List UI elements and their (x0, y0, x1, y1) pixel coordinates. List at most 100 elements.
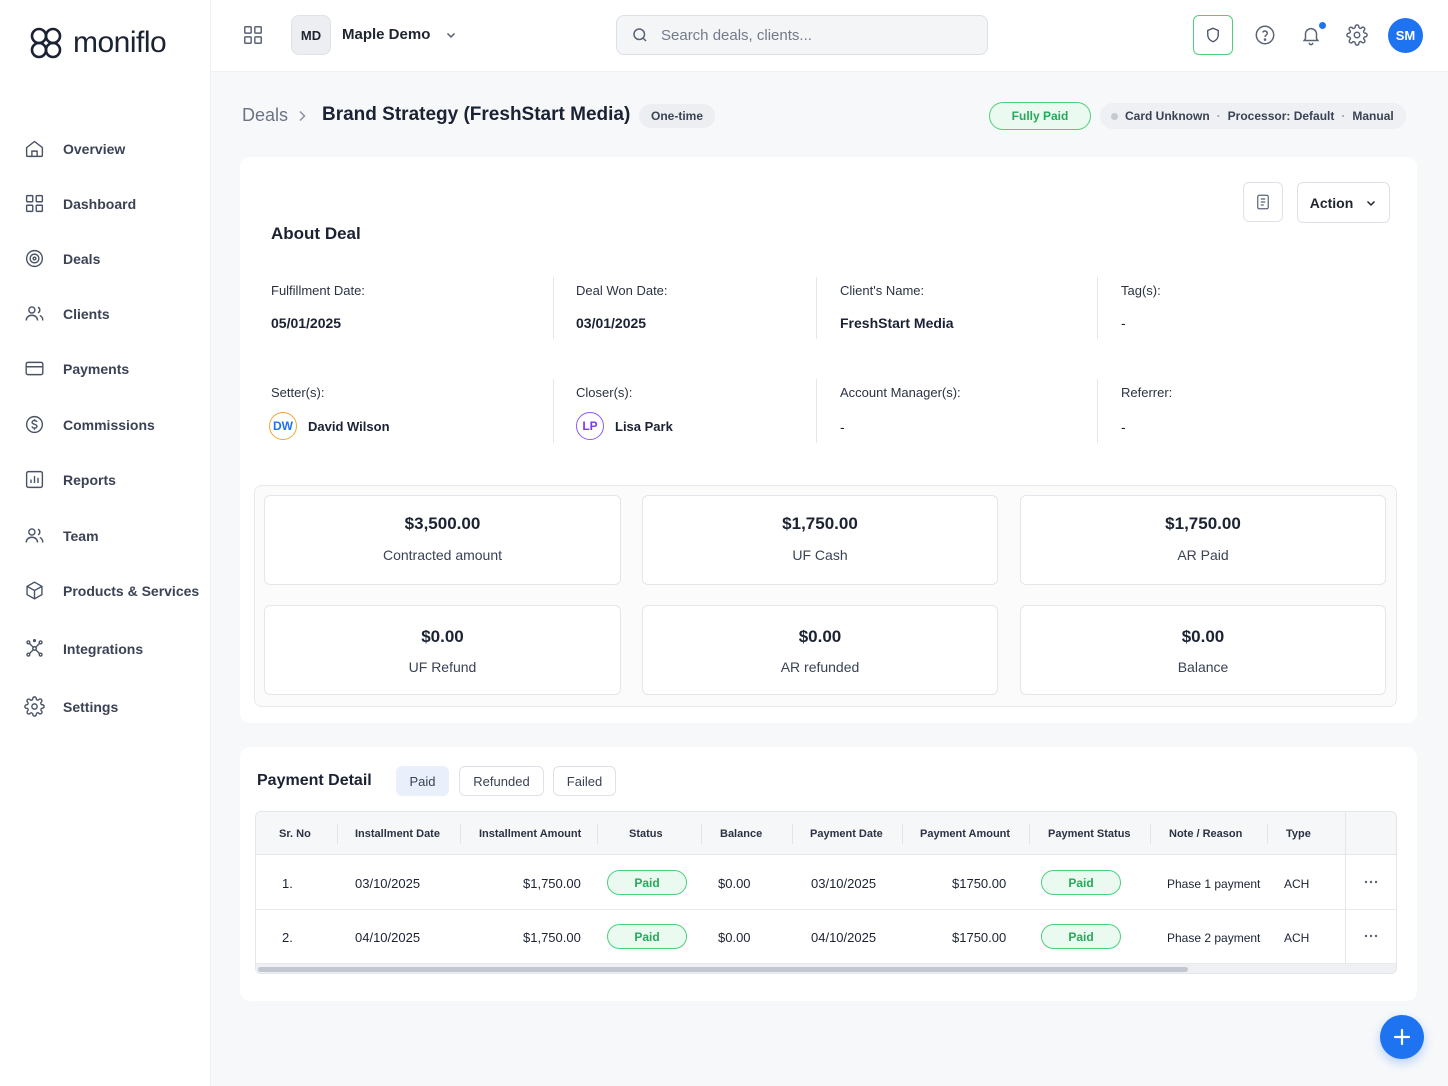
cell-payment-amount: $1750.00 (952, 876, 1007, 891)
cell-balance: $0.00 (718, 930, 751, 945)
more-horizontal-icon[interactable] (1363, 928, 1379, 944)
column-header: Installment Date (355, 828, 440, 840)
setter-person[interactable]: DW David Wilson (269, 412, 390, 440)
stat-label: AR refunded (780, 659, 860, 675)
column-separator (902, 824, 903, 844)
about-deal-card: Action About Deal Fulfillment Date: 05/0… (240, 157, 1417, 723)
processor-meta: Processor: Default (1227, 109, 1335, 123)
column-separator (460, 824, 461, 844)
cell-installment-amount: $1,750.00 (523, 930, 581, 945)
stat-value: $0.00 (798, 627, 842, 646)
cell-note: Phase 2 payment (1167, 931, 1261, 945)
dollar-icon (25, 415, 44, 434)
apps-grid-icon[interactable] (242, 24, 264, 46)
chevron-right-icon (299, 110, 306, 122)
gear-icon (24, 696, 45, 717)
bell-icon[interactable] (1300, 24, 1322, 46)
divider (553, 277, 554, 339)
grid-icon (25, 194, 44, 213)
cell-balance: $0.00 (718, 876, 751, 891)
box-icon (26, 581, 43, 600)
tab-refunded[interactable]: Refunded (459, 766, 544, 796)
cell-sr-no: 1. (282, 876, 293, 891)
cell-payment-date: 04/10/2025 (811, 930, 877, 945)
card-icon (25, 361, 44, 376)
notes-button[interactable] (1243, 182, 1283, 222)
logo-text: moniflo (73, 26, 167, 59)
sidebar-item-reports[interactable]: Reports (24, 469, 116, 490)
tags-label: Tag(s): (1121, 283, 1161, 298)
client-name-value: FreshStart Media (840, 315, 954, 331)
cell-type: ACH (1284, 877, 1310, 891)
scrollbar-thumb[interactable] (258, 967, 1188, 972)
sidebar-item-label: Clients (63, 305, 110, 322)
sidebar-item-overview[interactable]: Overview (24, 138, 125, 159)
account-managers-label: Account Manager(s): (840, 385, 961, 400)
status-badge: Paid (607, 870, 687, 895)
column-header: Sr. No (279, 828, 311, 840)
stat-contracted-amount: $3,500.00 Contracted amount (264, 495, 621, 585)
workspace-avatar[interactable]: MD (291, 15, 331, 55)
sidebar-item-clients[interactable]: Clients (24, 303, 110, 324)
sidebar-item-label: Payments (63, 360, 130, 377)
payment-status-badge: Paid (1041, 924, 1121, 949)
sidebar-item-commissions[interactable]: Commissions (24, 414, 155, 435)
setters-label: Setter(s): (271, 385, 325, 400)
closers-label: Closer(s): (576, 385, 633, 400)
sidebar-item-label: Settings (63, 698, 119, 715)
column-header: Payment Status (1048, 828, 1131, 840)
action-dropdown-button[interactable]: Action (1297, 182, 1390, 223)
add-button[interactable] (1380, 1015, 1424, 1059)
deal-won-date-label: Deal Won Date: (576, 283, 668, 298)
help-icon[interactable] (1254, 24, 1276, 46)
breadcrumb-deals-link[interactable]: Deals (242, 105, 289, 125)
payment-status-badge: Paid (1041, 870, 1121, 895)
search-input[interactable] (661, 26, 961, 44)
logo[interactable]: moniflo (25, 22, 167, 64)
stat-value: $1,750.00 (782, 514, 858, 533)
stat-uf-refund: $0.00 UF Refund (264, 605, 621, 695)
sidebar-item-dashboard[interactable]: Dashboard (24, 193, 136, 214)
sidebar-item-label: Deals (63, 250, 101, 267)
security-button[interactable] (1193, 15, 1233, 55)
closer-avatar: LP (576, 412, 604, 440)
workspace-name[interactable]: Maple Demo (342, 26, 431, 43)
page-title: Brand Strategy (FreshStart Media) (322, 104, 631, 125)
tab-paid[interactable]: Paid (396, 766, 449, 796)
cell-payment-amount: $1750.00 (952, 930, 1007, 945)
client-name-label: Client's Name: (840, 283, 925, 298)
more-horizontal-icon[interactable] (1363, 874, 1379, 890)
closer-name: Lisa Park (615, 418, 673, 434)
chevron-down-icon[interactable] (445, 29, 457, 41)
tab-failed[interactable]: Failed (553, 766, 616, 796)
sidebar-item-label: Dashboard (63, 195, 137, 212)
meta-separator: · (1216, 109, 1221, 123)
setter-avatar: DW (269, 412, 297, 440)
divider (1097, 379, 1098, 443)
cell-installment-amount: $1,750.00 (523, 876, 581, 891)
sidebar-item-payments[interactable]: Payments (24, 358, 129, 379)
plus-icon (1393, 1028, 1411, 1046)
shield-icon (1207, 27, 1219, 43)
sidebar-item-integrations[interactable]: Integrations (24, 638, 143, 659)
sidebar-item-team[interactable]: Team (24, 525, 99, 546)
document-icon (1257, 194, 1269, 210)
actions-column-separator (1345, 812, 1346, 964)
table-row: 1. 03/10/2025 $1,750.00 Paid $0.00 03/10… (256, 856, 1396, 910)
stat-label: AR Paid (1177, 547, 1229, 563)
gear-icon[interactable] (1346, 24, 1368, 46)
user-avatar[interactable]: SM (1388, 18, 1423, 53)
sidebar-item-products-services[interactable]: Products & Services (24, 580, 199, 601)
home-icon (25, 140, 44, 158)
about-deal-title: About Deal (271, 224, 361, 243)
column-header: Installment Amount (479, 828, 582, 840)
sidebar-item-label: Integrations (63, 640, 144, 657)
closer-person[interactable]: LP Lisa Park (576, 412, 673, 440)
target-icon (25, 249, 44, 268)
stat-value: $3,500.00 (404, 514, 481, 533)
setter-name: David Wilson (308, 418, 390, 434)
column-separator (701, 824, 702, 844)
cell-payment-date: 03/10/2025 (811, 876, 877, 891)
sidebar-item-settings[interactable]: Settings (24, 696, 118, 717)
sidebar-item-deals[interactable]: Deals (24, 248, 100, 269)
